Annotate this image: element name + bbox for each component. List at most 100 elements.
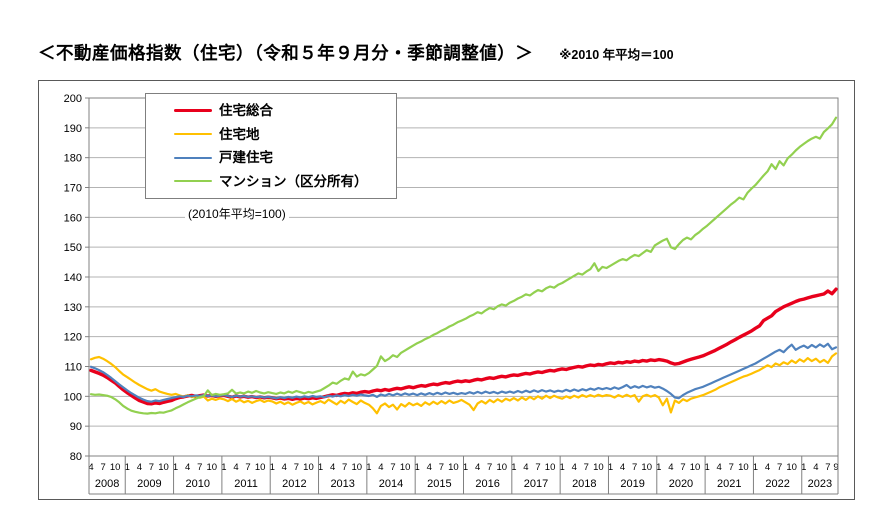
y-tick-label: 130 <box>64 302 82 314</box>
x-month-label: 10 <box>496 462 507 473</box>
x-month-label: 10 <box>786 462 797 473</box>
y-tick-label: 170 <box>64 183 82 195</box>
x-month-label: 7 <box>245 462 250 473</box>
y-tick-label: 200 <box>64 93 82 105</box>
x-month-label: 7 <box>390 462 395 473</box>
series-line-戸建住宅 <box>89 342 838 403</box>
x-month-label: 7 <box>584 462 589 473</box>
x-month-label: 10 <box>448 462 459 473</box>
x-month-label: 4 <box>717 462 722 473</box>
x-month-label: 10 <box>207 462 218 473</box>
x-year-label: 2017 <box>524 478 548 490</box>
x-month-label: 4 <box>427 462 432 473</box>
x-month-label: 1 <box>463 462 468 473</box>
y-tick-label: 90 <box>70 421 82 433</box>
legend-item-kodate: 戸建住宅 <box>174 151 396 165</box>
x-month-label: 4 <box>668 462 673 473</box>
legend-label: マンション（区分所有） <box>219 173 368 189</box>
legend-swatch-blue <box>174 156 212 159</box>
chart-legend: 住宅総合 住宅地 戸建住宅 マンション（区分所有） <box>145 93 397 199</box>
x-month-label: 10 <box>110 462 121 473</box>
x-month-label: 7 <box>439 462 444 473</box>
x-month-label: 4 <box>137 462 142 473</box>
chart-container: 80 90 100 110 120 130 140 150 160 170 180 190 200 4 7 1… <box>38 80 855 500</box>
y-tick-label: 160 <box>64 212 82 224</box>
x-month-label: 4 <box>233 462 238 473</box>
x-year-label: 2019 <box>620 478 644 490</box>
x-month-label: 1 <box>415 462 420 473</box>
y-tick-label: 120 <box>64 332 82 344</box>
x-month-label: 1 <box>753 462 758 473</box>
x-month-label: 4 <box>282 462 287 473</box>
legend-label: 住宅総合 <box>219 103 273 118</box>
y-tick-label: 190 <box>64 123 82 135</box>
x-month-label: 10 <box>400 462 411 473</box>
x-year-label: 2009 <box>137 478 161 490</box>
x-year-label: 2015 <box>427 478 451 490</box>
x-month-label: 7 <box>729 462 734 473</box>
x-month-label: 10 <box>351 462 362 473</box>
x-month-label: 1 <box>560 462 565 473</box>
x-year-label: 2011 <box>234 478 258 490</box>
x-month-label: 4 <box>88 462 93 473</box>
x-month-label: 10 <box>738 462 749 473</box>
x-month-label: 4 <box>813 462 818 473</box>
x-month-label: 1 <box>366 462 371 473</box>
y-tick-label: 110 <box>64 362 82 374</box>
x-month-label: 7 <box>149 462 154 473</box>
x-month-label: 10 <box>255 462 266 473</box>
x-month-label: 1 <box>318 462 323 473</box>
x-month-label: 1 <box>270 462 275 473</box>
x-year-label: 2018 <box>572 478 596 490</box>
legend-swatch-green <box>174 180 212 183</box>
x-month-label: 1 <box>125 462 130 473</box>
title-note: ※2010 年平均＝100 <box>559 48 674 62</box>
legend-item-sougou: 住宅総合 <box>174 104 396 118</box>
y-tick-label: 80 <box>70 451 82 463</box>
x-year-label: 2014 <box>379 478 403 490</box>
x-year-label: 2023 <box>808 478 832 490</box>
x-month-label: 4 <box>475 462 480 473</box>
x-year-label: 2022 <box>765 478 789 490</box>
x-month-label: 1 <box>704 462 709 473</box>
legend-label: 住宅地 <box>219 126 260 142</box>
x-month-label: 7 <box>342 462 347 473</box>
x-month-label: 7 <box>632 462 637 473</box>
x-month-label: 10 <box>303 462 314 473</box>
x-month-label: 4 <box>523 462 528 473</box>
header: ＜不動産価格指数（住宅）（令和５年９月分・季節調整値）＞ ※2010 年平均＝1… <box>38 40 674 65</box>
x-year-label: 2010 <box>185 478 209 490</box>
x-month-label: 7 <box>197 462 202 473</box>
x-month-label: 4 <box>185 462 190 473</box>
legend-swatch-red <box>174 109 212 113</box>
page-title: ＜不動産価格指数（住宅）（令和５年９月分・季節調整値）＞ <box>38 43 534 63</box>
x-month-label: 4 <box>620 462 625 473</box>
series-line-住宅地 <box>89 352 838 415</box>
x-month-label: 1 <box>221 462 226 473</box>
y-tick-label: 150 <box>64 242 82 254</box>
y-tick-label: 140 <box>64 272 82 284</box>
x-month-label: 7 <box>535 462 540 473</box>
x-year-label: 2012 <box>282 478 306 490</box>
x-year-label: 2020 <box>669 478 693 490</box>
legend-item-takuchi: 住宅地 <box>174 126 396 142</box>
x-month-label: 1 <box>656 462 661 473</box>
x-month-label: 10 <box>641 462 652 473</box>
x-month-label: 7 <box>680 462 685 473</box>
y-tick-label: 180 <box>64 153 82 165</box>
x-month-label: 10 <box>158 462 169 473</box>
series-line-マンション（区分所有） <box>89 116 838 415</box>
x-year-label: 2016 <box>475 478 499 490</box>
x-month-label: 1 <box>801 462 806 473</box>
x-month-label: 9 <box>833 462 838 473</box>
x-month-label: 4 <box>765 462 770 473</box>
x-month-label: 1 <box>511 462 516 473</box>
x-month-label: 1 <box>608 462 613 473</box>
legend-item-mansion: マンション（区分所有） <box>174 173 396 189</box>
x-month-label: 7 <box>487 462 492 473</box>
x-month-label: 4 <box>330 462 335 473</box>
x-year-label: 2008 <box>95 478 119 490</box>
x-month-label: 10 <box>593 462 604 473</box>
x-month-label: 4 <box>378 462 383 473</box>
